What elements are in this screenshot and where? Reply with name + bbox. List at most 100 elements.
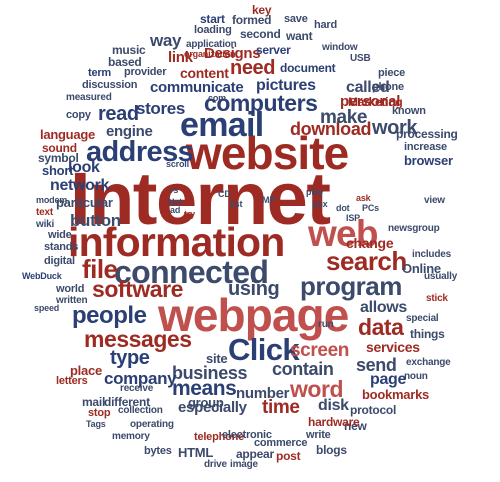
word: download	[290, 119, 372, 139]
word: appear	[236, 447, 274, 461]
word: box	[312, 199, 328, 209]
word: Click	[228, 332, 300, 367]
word: Online	[402, 261, 441, 276]
word: computers	[204, 90, 318, 116]
word: things	[410, 327, 445, 341]
word: especially	[178, 399, 247, 416]
word: rs	[170, 185, 179, 195]
word: website	[186, 127, 349, 179]
word: link	[168, 49, 193, 66]
word: known	[392, 105, 426, 117]
word: personal	[340, 93, 401, 110]
word: copy	[66, 109, 91, 121]
word: messages	[84, 326, 192, 352]
word: want	[286, 29, 313, 43]
word: symbol	[38, 151, 79, 165]
word: place	[70, 363, 102, 378]
word: hardware	[308, 415, 360, 429]
word: send	[356, 355, 397, 375]
word: search	[326, 246, 407, 276]
word: way	[150, 31, 182, 50]
word: wiki	[36, 219, 55, 230]
word: phone	[372, 81, 404, 93]
word: read	[98, 103, 139, 125]
word: called	[346, 79, 390, 96]
word: means	[172, 377, 237, 400]
word: stick	[426, 293, 448, 304]
word: increase	[404, 141, 447, 153]
word: software	[92, 276, 183, 302]
word: Tags	[86, 419, 106, 429]
word: stands	[44, 241, 79, 253]
word: MP	[262, 195, 276, 205]
word: ad	[170, 205, 181, 215]
word: letters	[56, 375, 88, 387]
word: try	[184, 209, 195, 219]
word: newsgroup	[388, 223, 440, 234]
word: collection	[118, 405, 163, 416]
word: dot	[336, 203, 350, 213]
word: second	[240, 27, 281, 41]
word: look	[68, 159, 100, 176]
word: mail	[82, 395, 106, 409]
word: change	[346, 235, 394, 251]
word: speed	[34, 303, 60, 313]
word: CD	[218, 189, 231, 199]
word: discussion	[82, 79, 138, 91]
word: PCs	[362, 203, 379, 213]
word: modem	[36, 195, 68, 205]
word: work	[372, 117, 418, 139]
word: screen	[290, 340, 349, 361]
word: particular	[56, 195, 113, 210]
word: webpage	[158, 289, 349, 341]
word: pictures	[256, 77, 316, 94]
word: stop	[88, 407, 111, 419]
word: window	[322, 42, 358, 53]
word: measured	[66, 92, 112, 103]
word: contain	[272, 359, 334, 379]
word: write	[306, 429, 331, 441]
word: group	[188, 395, 224, 410]
word: commerce	[254, 437, 308, 449]
word: new	[344, 419, 367, 433]
word: exchange	[406, 357, 451, 368]
word: provider	[124, 66, 167, 78]
word: Designs	[204, 45, 261, 62]
word: document	[280, 61, 336, 75]
word: communicate	[150, 79, 244, 96]
word: disk	[318, 397, 349, 414]
word: list	[230, 199, 243, 209]
word: server	[256, 43, 291, 57]
word: browser	[404, 153, 453, 168]
word: scroll	[166, 159, 189, 169]
word: drive	[204, 459, 227, 470]
word: processing	[396, 127, 458, 141]
word: formed	[232, 13, 272, 27]
word: memory	[112, 431, 150, 442]
word: company	[104, 369, 177, 388]
word: stores	[136, 99, 185, 118]
word: image	[230, 459, 258, 470]
word: page	[370, 371, 407, 388]
word: people	[72, 302, 147, 329]
word: content	[180, 65, 229, 81]
word: save	[284, 13, 308, 25]
word: Net	[168, 197, 182, 207]
word: HTML	[178, 445, 214, 460]
word: USB	[350, 53, 371, 64]
word: noun	[404, 371, 428, 382]
word: services	[366, 339, 420, 355]
word: bookmarks	[362, 387, 430, 402]
word: short	[42, 163, 74, 178]
word: site	[206, 351, 228, 366]
word: loading	[194, 24, 232, 36]
word: language	[40, 127, 95, 142]
word: number	[236, 385, 290, 402]
word: connected	[114, 254, 269, 290]
word: Marketing	[348, 95, 403, 109]
word: special	[406, 313, 439, 324]
word: Internet	[70, 157, 331, 240]
word: play	[306, 187, 324, 197]
word: organization	[184, 49, 236, 59]
word: usually	[424, 271, 458, 282]
